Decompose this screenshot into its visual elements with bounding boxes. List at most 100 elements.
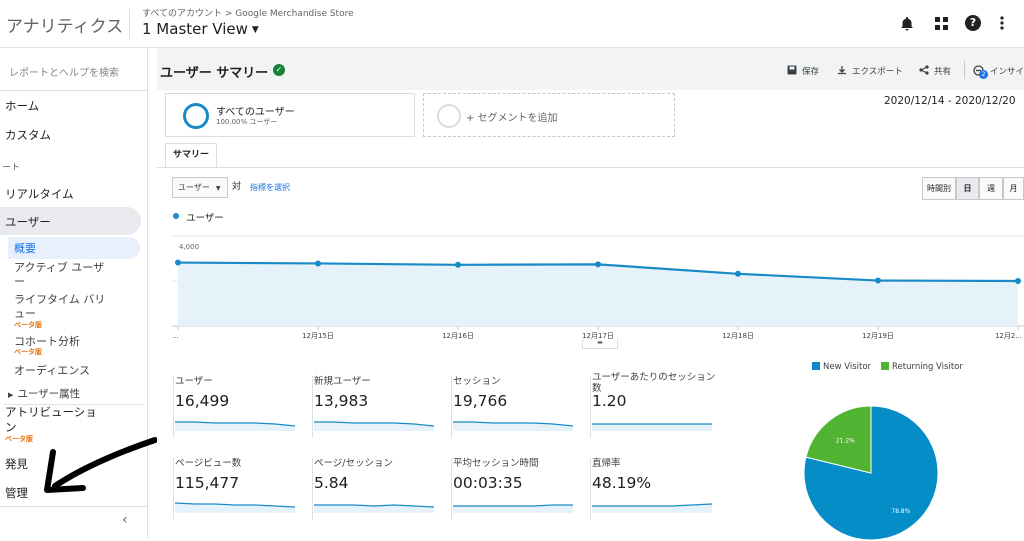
granularity-week[interactable]: 週 xyxy=(979,177,1003,200)
vs-label: 対 xyxy=(232,182,242,192)
kpi-card[interactable]: セッション 19,766 xyxy=(451,376,577,446)
x-tick-label: 12月2... xyxy=(995,332,1022,340)
caret-down-icon: ▼ xyxy=(215,185,221,192)
granularity-day[interactable]: 日 xyxy=(956,177,979,200)
x-tick-label: 12月18日 xyxy=(722,332,754,340)
add-segment-label: + セグメントを追加 xyxy=(466,113,558,124)
kpi-card[interactable]: 平均セッション時間 00:03:35 xyxy=(451,458,577,528)
collapse-sidebar-icon[interactable]: ‹ xyxy=(122,512,128,528)
kpi-sparkline xyxy=(453,504,573,513)
bell-icon[interactable] xyxy=(898,14,916,32)
sparkline-area xyxy=(314,422,434,431)
save-button[interactable]: 保存 xyxy=(787,65,819,77)
x-tick-label: ... xyxy=(172,332,179,340)
pick-metric-link[interactable]: 指標を選択 xyxy=(250,183,290,192)
tab-summary[interactable]: サマリー xyxy=(165,143,217,167)
kpi-card[interactable]: ページ/セッション 5.84 xyxy=(312,458,438,528)
kpi-card[interactable]: ユーザーあたりのセッション数 1.20 xyxy=(590,372,716,446)
sparkline-line xyxy=(174,502,296,508)
sidebar-item-custom[interactable]: カスタム xyxy=(5,128,51,142)
sidebar-section-reports: ート xyxy=(2,163,21,173)
sidebar-item-active-users-cont[interactable]: ー xyxy=(14,275,25,288)
kpi-value: 5.84 xyxy=(314,474,349,492)
view-selector[interactable]: 1 Master View ▼ xyxy=(142,20,259,38)
sidebar-item-audience[interactable]: ユーザー xyxy=(5,215,51,229)
sidebar-item-active-users[interactable]: アクティブ ユーザ xyxy=(14,261,105,274)
share-button[interactable]: 共有 xyxy=(919,65,951,77)
beta-badge: ベータ版 xyxy=(14,321,42,329)
kpi-sparkline xyxy=(175,421,296,431)
chart-resize-handle[interactable]: ▬ xyxy=(582,339,618,349)
add-segment-button[interactable]: + セグメントを追加 xyxy=(423,93,675,137)
legend-swatch xyxy=(812,362,820,370)
sparkline-area xyxy=(453,505,573,513)
users-line-chart: 4,0002,000...12月15日12月16日12月17日12月18日12月… xyxy=(172,235,1024,340)
date-range-picker[interactable]: 2020/12/14 - 2020/12/20 xyxy=(884,95,1016,107)
help-glyph: ? xyxy=(965,15,981,31)
export-label: エクスポート xyxy=(852,67,903,77)
help-icon[interactable]: ? xyxy=(964,14,982,32)
divider xyxy=(312,376,313,438)
kpi-sparkline xyxy=(453,421,574,431)
kpi-sparkline xyxy=(314,504,435,513)
sidebar-item-lifetime-value[interactable]: ライフタイム バリ xyxy=(14,293,106,306)
divider xyxy=(451,376,452,438)
kpi-card[interactable]: ユーザー 16,499 xyxy=(173,376,299,446)
kpi-label: ユーザー xyxy=(175,376,213,387)
caret-down-icon: ▼ xyxy=(251,25,259,35)
insights-icon: 2 xyxy=(973,65,988,79)
view-name: 1 Master View xyxy=(142,20,248,38)
pie-slice xyxy=(805,405,872,474)
data-point xyxy=(595,261,601,268)
pie-slice-label: 78.8% xyxy=(891,508,910,515)
export-button[interactable]: エクスポート xyxy=(837,65,903,77)
insights-button[interactable]: 2 インサイ xyxy=(973,65,1024,79)
visitor-pie-chart: 78.8% 21.2% xyxy=(803,405,939,541)
kpi-label: 直帰率 xyxy=(592,458,621,469)
sidebar-item-discover[interactable]: 発見 xyxy=(5,457,28,471)
kpi-card[interactable]: ページビュー数 115,477 xyxy=(173,458,299,528)
apps-icon[interactable] xyxy=(932,14,950,32)
divider xyxy=(451,458,452,520)
sidebar-item-attribution[interactable]: アトリビューショ xyxy=(5,405,97,419)
sidebar-item-audiences[interactable]: オーディエンス xyxy=(14,364,91,377)
sidebar-item-realtime[interactable]: リアルタイム xyxy=(5,187,74,201)
metric-select[interactable]: ユーザー ▼ xyxy=(172,177,228,198)
pie-slice-label: 21.2% xyxy=(836,437,855,444)
sidebar-item-home[interactable]: ホーム xyxy=(5,99,40,113)
kpi-card[interactable]: 直帰率 48.19% xyxy=(590,458,716,528)
sidebar-item-label: ユーザー属性 xyxy=(17,388,81,400)
granularity-hourly[interactable]: 時間別 xyxy=(922,177,956,200)
sparkline-area xyxy=(314,505,434,513)
divider xyxy=(312,458,313,520)
breadcrumb[interactable]: すべてのアカウント > Google Merchandise Store xyxy=(142,9,354,19)
data-point xyxy=(315,260,321,267)
sidebar-item-attribution-cont[interactable]: ン xyxy=(5,420,17,434)
more-vert-icon[interactable] xyxy=(993,14,1011,32)
series-area xyxy=(178,262,1018,326)
sidebar-item-overview[interactable]: 概要 xyxy=(14,242,36,255)
sidebar-item-cohort[interactable]: コホート分析 xyxy=(14,335,80,348)
y-tick-label: 4,000 xyxy=(179,243,199,251)
divider xyxy=(590,376,591,438)
data-point xyxy=(875,277,881,284)
report-search-input[interactable]: レポートとヘルプを検索 xyxy=(9,68,119,79)
sparkline-area xyxy=(453,422,573,431)
metric-select-value: ユーザー xyxy=(178,183,210,192)
sidebar-item-admin[interactable]: 管理 xyxy=(5,486,28,500)
sidebar-item-lifetime-value-cont[interactable]: ュー xyxy=(14,307,36,320)
kpi-label: ページビュー数 xyxy=(175,458,242,469)
page-header: ユーザー サマリー ✓ 保存 エクスポート 共有 2 インサイ xyxy=(157,48,1024,90)
data-point xyxy=(175,259,181,266)
granularity-month[interactable]: 月 xyxy=(1003,177,1024,200)
sparkline-line xyxy=(314,504,435,508)
main-content: ユーザー サマリー ✓ 保存 エクスポート 共有 2 インサイ すべてのユーザー… xyxy=(157,48,1024,541)
sidebar-item-demographics[interactable]: ▶ ユーザー属性 xyxy=(8,386,80,401)
segment-all-users[interactable]: すべてのユーザー 100.00% ユーザー xyxy=(165,93,415,137)
save-icon xyxy=(787,65,797,75)
app-title[interactable]: アナリティクス xyxy=(6,17,124,37)
divider xyxy=(173,376,174,438)
sidebar: レポートとヘルプを検索 ホーム カスタム ート リアルタイム ユーザー 概要 ア… xyxy=(0,48,148,538)
kpi-value: 19,766 xyxy=(453,392,508,410)
kpi-card[interactable]: 新規ユーザー 13,983 xyxy=(312,376,438,446)
